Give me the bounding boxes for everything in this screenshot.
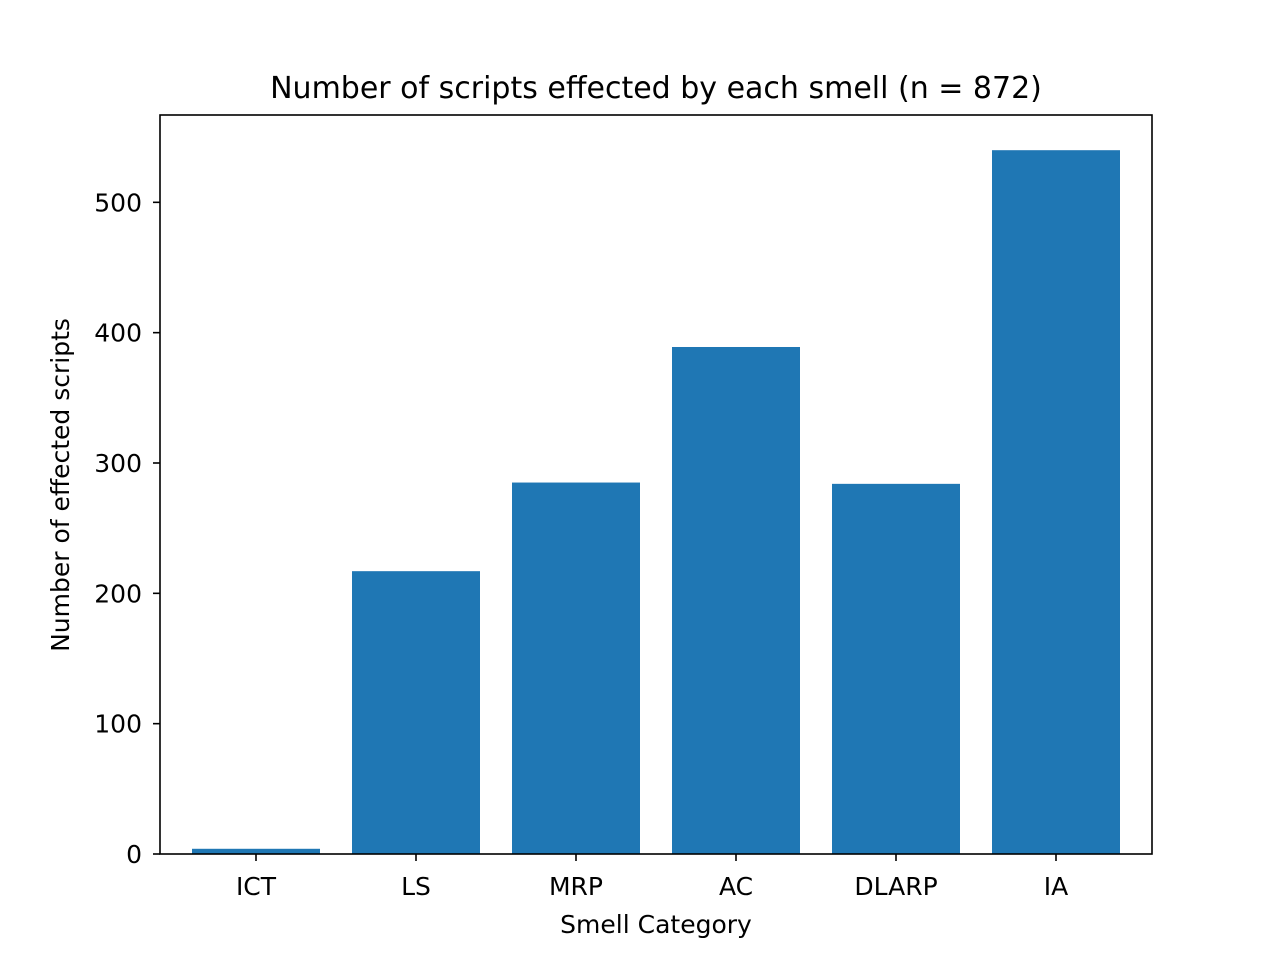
y-tick-label: 200 (94, 579, 142, 608)
bar-dlarp (832, 483, 960, 854)
chart-title: Number of scripts effected by each smell… (270, 71, 1042, 106)
y-axis-label: Number of effected scripts (46, 318, 75, 652)
x-tick-label: AC (719, 872, 753, 901)
x-tick-label: ICT (236, 872, 277, 901)
x-axis-label: Smell Category (560, 910, 752, 939)
bar-ls (352, 571, 480, 854)
y-tick-label: 0 (126, 840, 142, 869)
x-tick-label: IA (1044, 872, 1068, 901)
x-tick-label: DLARP (854, 872, 937, 901)
bar-ac (672, 346, 800, 854)
x-tick-label: LS (401, 872, 431, 901)
plot-area (192, 150, 1120, 854)
y-axis: 0 100 200 300 400 500 (94, 188, 160, 869)
bar-ia (992, 150, 1120, 854)
bar-mrp (512, 482, 640, 854)
axes-frame (159, 114, 1153, 855)
y-tick-label: 500 (94, 188, 142, 217)
bar-ict (192, 848, 320, 854)
y-tick-label: 400 (94, 319, 142, 348)
y-tick-label: 100 (94, 710, 142, 739)
y-tick-label: 300 (94, 449, 142, 478)
x-axis: ICT LS MRP AC DLARP IA (236, 854, 1068, 901)
x-tick-label: MRP (549, 872, 603, 901)
